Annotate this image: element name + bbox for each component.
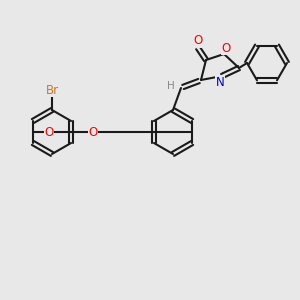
Text: O: O: [194, 34, 202, 47]
Text: O: O: [88, 125, 98, 139]
Text: Br: Br: [45, 83, 58, 97]
Text: N: N: [216, 76, 224, 88]
Text: H: H: [167, 81, 175, 91]
Text: O: O: [221, 41, 231, 55]
Text: O: O: [44, 125, 54, 139]
